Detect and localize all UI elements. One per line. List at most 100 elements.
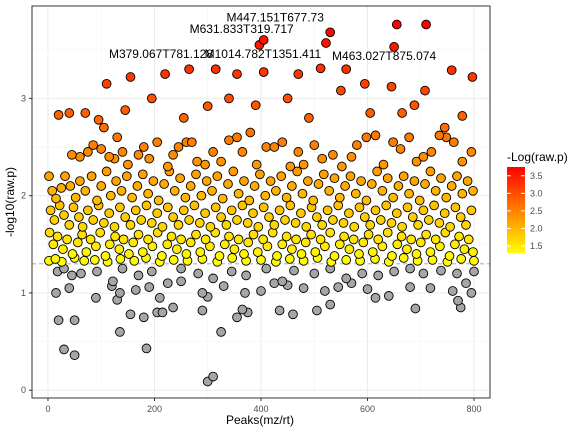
data-point [450,202,461,213]
data-point [365,108,376,118]
data-point [430,185,441,196]
data-point [405,282,415,292]
data-point [373,270,384,281]
data-point [388,137,398,148]
data-point [441,192,452,203]
data-point [317,220,328,230]
data-point [333,200,344,211]
data-point [340,181,350,191]
data-point [110,231,120,242]
data-point [289,265,299,276]
data-point [226,266,237,277]
data-point [298,159,309,170]
data-point [146,93,157,104]
data-point [381,200,392,211]
data-point [58,244,68,255]
data-point [132,181,143,191]
data-point [146,266,157,277]
data-point [189,200,200,211]
peak-label: M631.833T319.717 [190,22,294,36]
data-point [86,171,97,182]
data-point [53,110,64,120]
data-point [216,212,226,222]
data-point [108,276,118,287]
data-point [383,291,394,301]
data-point [104,208,115,219]
data-point [339,231,349,242]
data-point [80,185,91,196]
data-point [200,159,210,170]
data-point [348,234,359,245]
data-point [207,185,217,196]
data-point [290,218,301,228]
data-point [334,239,345,250]
data-point [358,237,369,248]
data-point [92,266,102,277]
data-point [469,255,479,266]
data-point [436,173,446,184]
data-point [176,234,186,245]
data-point [227,253,238,263]
data-point [160,69,170,79]
data-point [341,64,352,75]
data-point [350,188,361,199]
data-point [391,19,402,30]
data-point [81,247,92,257]
data-point [329,251,340,261]
data-point [264,212,274,222]
data-point [446,65,457,76]
data-point [221,220,232,230]
data-point [239,249,249,259]
data-point [356,176,366,186]
peak-label: M379.067T781.128 [109,47,213,61]
data-point [452,268,462,279]
data-point [67,149,77,160]
data-point [233,234,244,245]
data-point [147,241,158,252]
data-point [104,151,115,162]
data-point [205,221,216,232]
data-point [253,221,264,232]
data-point [359,78,370,89]
data-point [284,254,295,264]
data-point [168,302,178,313]
data-point [407,212,418,222]
data-point [293,69,304,79]
data-point [224,93,234,104]
data-point [303,176,313,186]
data-point [91,292,101,303]
data-point [258,35,269,45]
data-point [67,270,77,281]
data-point [241,270,251,281]
data-point [315,234,326,245]
data-point [105,190,116,201]
data-point [281,192,292,203]
data-point [365,220,376,230]
data-point [469,266,479,277]
data-point [313,179,324,189]
data-point [324,185,335,196]
data-point [296,249,307,259]
data-point [130,285,141,295]
data-point [414,195,425,206]
data-point [88,140,99,150]
data-point [462,176,473,186]
data-point [52,231,63,242]
data-point [191,169,201,180]
data-point [312,305,322,316]
data-point [447,286,458,296]
data-point [277,276,288,287]
data-point [457,111,468,121]
data-point [276,171,287,182]
data-point [219,239,230,250]
data-point [310,247,321,257]
data-point [389,266,399,277]
data-point [91,241,101,252]
data-point [352,140,362,150]
data-point [328,149,338,160]
data-point [173,220,184,230]
data-point [372,166,382,177]
data-point [80,108,91,118]
data-point [282,93,293,104]
data-point [96,181,107,191]
